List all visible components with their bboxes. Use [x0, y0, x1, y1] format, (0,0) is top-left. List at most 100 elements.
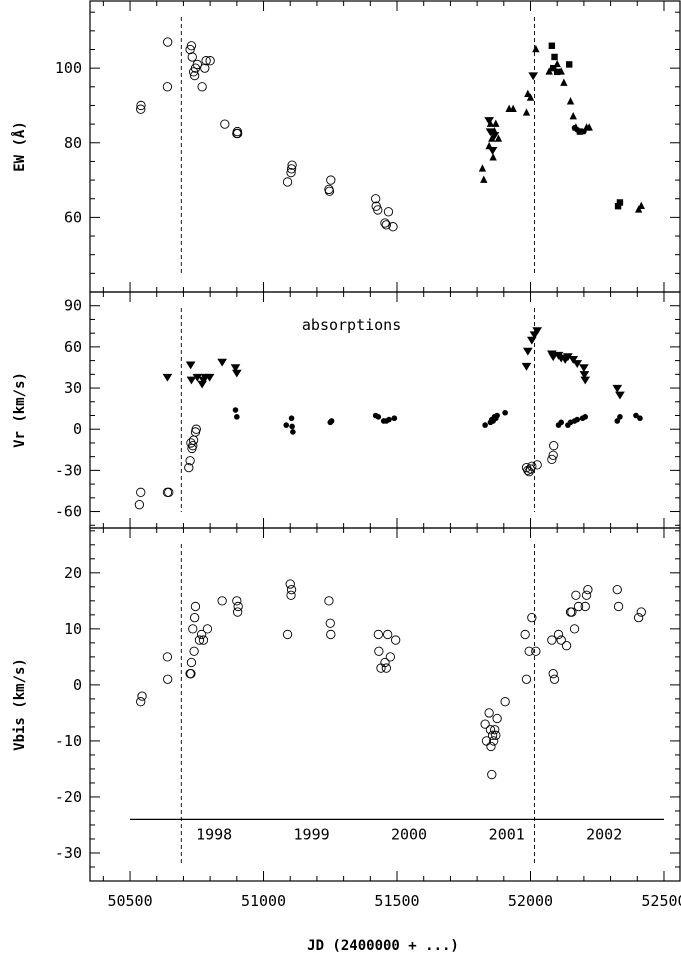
- data-point: [136, 100, 146, 111]
- data-point: [528, 72, 538, 81]
- data-point: [574, 126, 581, 133]
- data-point: [484, 708, 494, 718]
- data-point: [232, 369, 242, 378]
- data-point: [373, 205, 383, 215]
- data-point: [520, 629, 530, 640]
- data-point: [233, 601, 243, 612]
- data-point: [194, 635, 205, 645]
- data-point: [282, 629, 293, 640]
- data-point: [289, 423, 295, 430]
- panel-frame: [89, 0, 681, 293]
- data-point: [185, 361, 196, 370]
- year-label: 2001: [489, 825, 525, 843]
- data-point: [576, 128, 584, 135]
- panel-frame: [89, 527, 681, 882]
- data-point: [612, 584, 622, 595]
- data-point: [582, 414, 589, 420]
- panel-bisector-velocity: -30 -20 -10 0 10 20 Vbis (km/s) 1998 1999 2000 200…: [12, 527, 681, 882]
- data-point: [232, 607, 243, 617]
- data-point: [580, 376, 591, 385]
- data-point: [558, 419, 564, 426]
- data-point: [521, 362, 532, 371]
- data-point: [204, 373, 215, 382]
- data-point: [486, 741, 496, 752]
- data-point: [613, 601, 624, 612]
- data-point: [217, 358, 227, 367]
- year-label: 1999: [294, 825, 330, 843]
- data-point: [386, 416, 392, 423]
- y-tick-label: 10: [64, 620, 82, 638]
- data-point: [502, 409, 508, 416]
- data-point: [383, 629, 393, 640]
- data-point: [489, 153, 497, 161]
- data-point: [381, 220, 391, 230]
- data-point: [485, 725, 496, 735]
- data-point: [547, 454, 557, 465]
- data-point: [328, 418, 335, 424]
- data-point: [325, 618, 335, 628]
- data-point: [286, 164, 297, 174]
- data-point: [326, 629, 336, 640]
- data-point: [186, 657, 197, 668]
- data-point: [637, 415, 643, 422]
- data-point: [525, 464, 536, 474]
- x-tick-label: 50500: [107, 892, 152, 910]
- data-point: [522, 347, 533, 356]
- data-point: [566, 97, 575, 105]
- data-point: [282, 177, 293, 187]
- data-point: [521, 674, 532, 684]
- y-tick-label: 0: [73, 676, 82, 694]
- data-point: [162, 373, 173, 382]
- data-point: [290, 429, 296, 435]
- data-point: [285, 579, 295, 589]
- data-point: [633, 613, 644, 623]
- data-point: [217, 596, 227, 606]
- year-label: 2002: [586, 825, 622, 843]
- data-point: [579, 364, 589, 373]
- data-point: [548, 450, 558, 460]
- year-label: 1998: [196, 825, 232, 843]
- data-point: [188, 624, 198, 634]
- data-point: [220, 119, 230, 129]
- data-point: [492, 119, 500, 127]
- data-point: [185, 44, 195, 55]
- data-point: [164, 487, 174, 497]
- y-tick-label: -30: [55, 844, 82, 862]
- data-point: [190, 70, 200, 81]
- data-point: [136, 487, 146, 497]
- panel-equivalent-width: 60 80 100 EW (Å): [11, 0, 681, 293]
- data-point: [556, 635, 566, 645]
- data-point: [186, 41, 197, 51]
- data-point: [637, 201, 645, 209]
- x-tick-label: 51500: [374, 892, 419, 910]
- data-point: [527, 336, 537, 345]
- data-point: [579, 371, 590, 379]
- data-point: [326, 175, 336, 185]
- data-point: [487, 730, 498, 740]
- x-axis-label: JD (2400000 + ...): [307, 938, 459, 954]
- data-point: [232, 128, 243, 139]
- data-point: [380, 218, 390, 228]
- data-point: [615, 391, 625, 400]
- data-point: [478, 164, 487, 172]
- data-point: [286, 590, 296, 600]
- y-axis-label: Vr (km/s): [12, 372, 28, 448]
- data-point: [391, 635, 401, 645]
- data-point: [162, 82, 173, 92]
- data-point: [500, 697, 510, 707]
- x-tick-label: 52000: [508, 892, 553, 910]
- data-point: [522, 108, 531, 116]
- data-point: [480, 719, 490, 729]
- data-point: [374, 646, 384, 656]
- data-point: [385, 652, 395, 662]
- data-point: [324, 186, 335, 196]
- data-point: [527, 461, 537, 471]
- data-point: [288, 415, 295, 422]
- data-point: [553, 68, 561, 76]
- data-point: [200, 63, 210, 73]
- y-tick-label: 80: [64, 134, 82, 152]
- data-point: [383, 207, 394, 217]
- data-point: [549, 64, 557, 72]
- data-point: [198, 635, 209, 645]
